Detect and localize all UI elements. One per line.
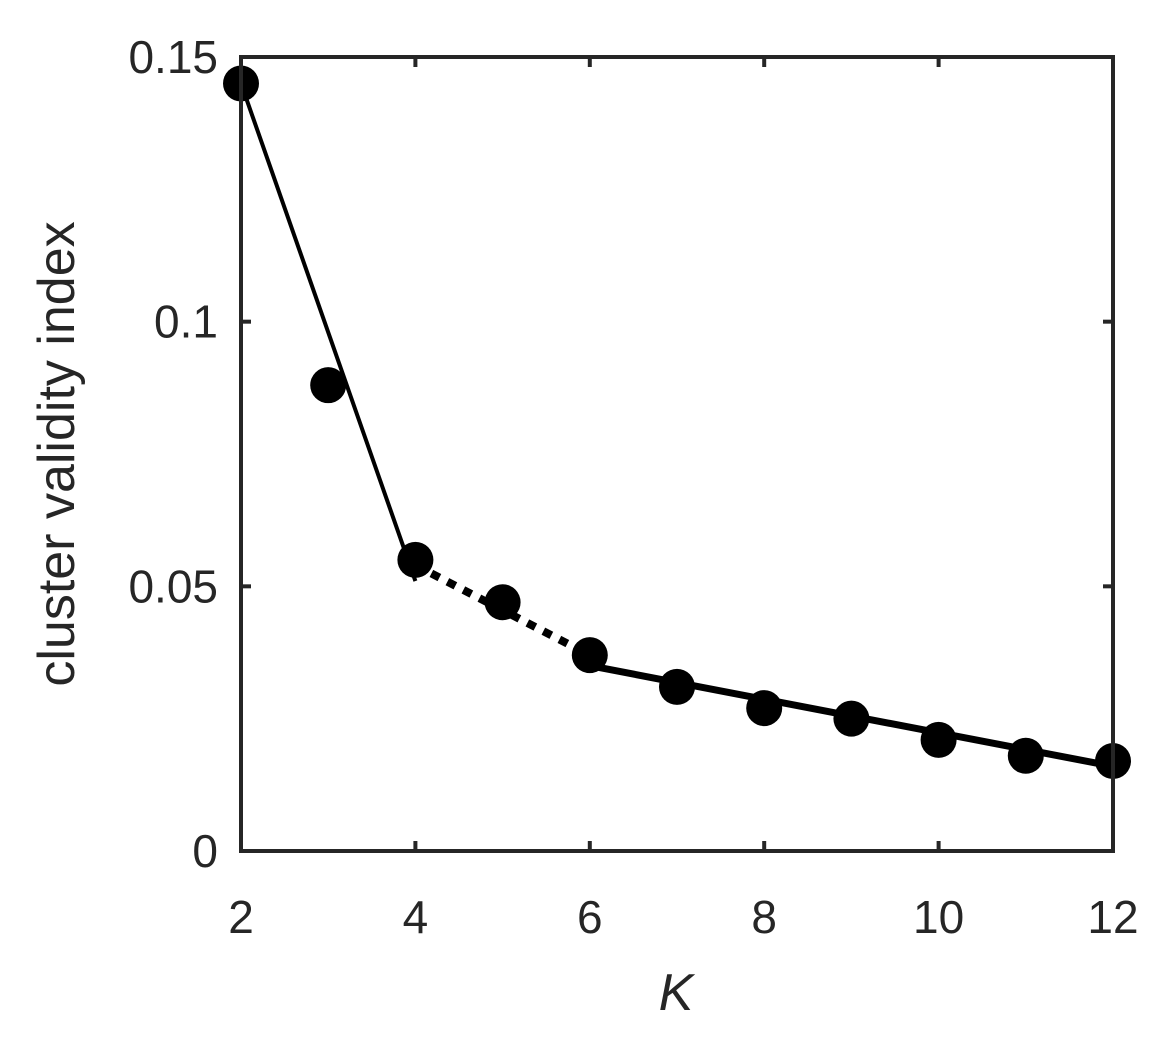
x-tick-label: 2 — [228, 891, 254, 943]
data-point — [397, 541, 434, 578]
data-point — [833, 700, 870, 737]
y-tick-label: 0 — [192, 825, 218, 877]
y-tick-label: 0.1 — [154, 296, 218, 348]
data-point — [659, 668, 695, 705]
data-point — [310, 367, 347, 404]
y-tick-label: 0.05 — [128, 560, 218, 612]
data-markers — [223, 65, 1131, 780]
x-tick-label: 4 — [403, 891, 429, 943]
y-tick-label: 0.15 — [128, 31, 218, 83]
plot-area-frame — [239, 55, 1115, 853]
x-axis-label: K — [659, 964, 696, 1022]
x-tick-label: 10 — [913, 891, 964, 943]
y-tick-labels: 0 0.05 0.1 0.15 — [128, 31, 218, 877]
y-axis-label: cluster validity index — [28, 221, 86, 686]
data-point — [484, 584, 521, 621]
data-point — [746, 690, 783, 727]
x-tick-label: 8 — [751, 891, 777, 943]
data-point — [1007, 737, 1044, 774]
data-point — [920, 721, 957, 758]
x-tick-label: 6 — [577, 891, 603, 943]
data-point — [571, 637, 608, 674]
x-tick-labels: 2 4 6 8 10 12 — [228, 891, 1138, 943]
x-tick-label: 12 — [1087, 891, 1138, 943]
fit-line-solid — [239, 82, 418, 582]
